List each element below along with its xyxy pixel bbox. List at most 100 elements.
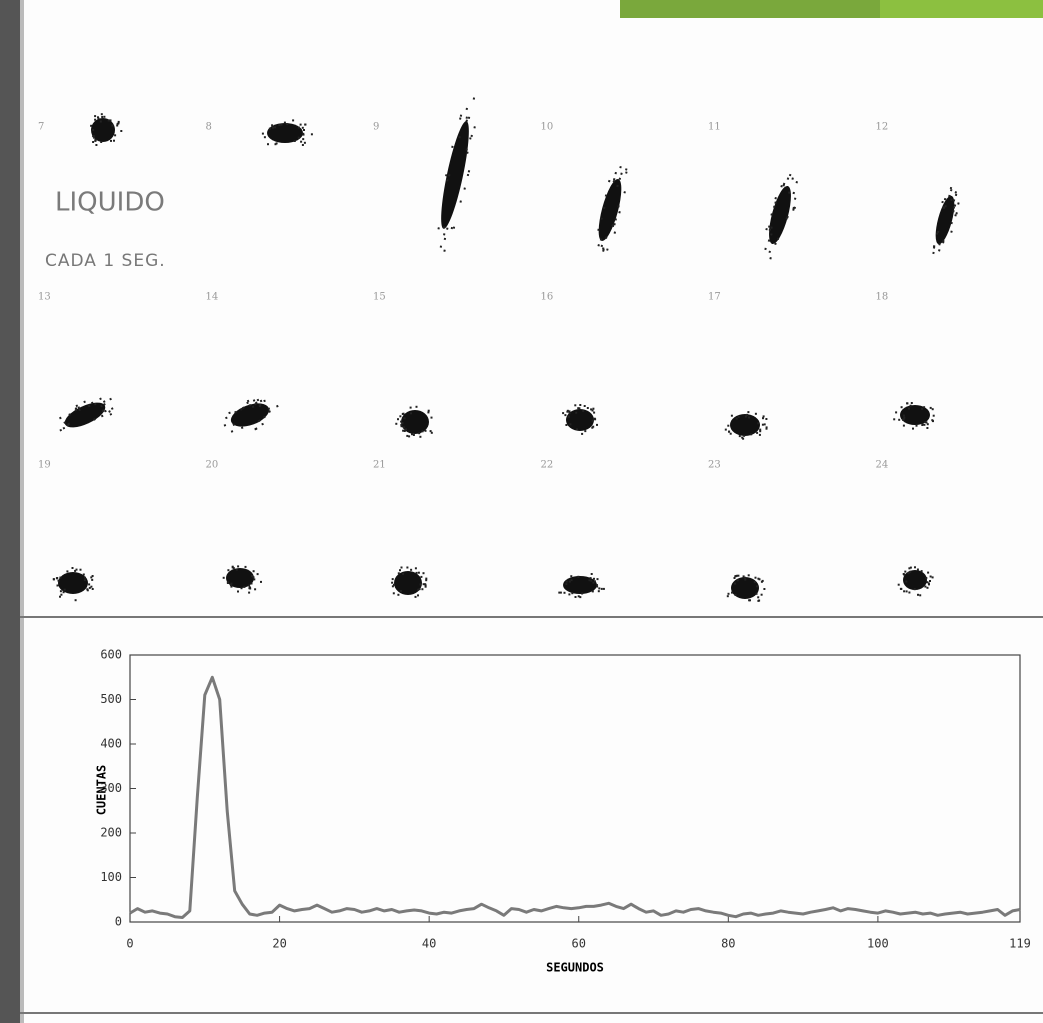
frame-label: 16 xyxy=(541,292,554,303)
scan-speck xyxy=(468,117,470,119)
frame-label: 7 xyxy=(38,122,44,133)
scan-speck xyxy=(100,141,102,143)
scan-speck xyxy=(405,428,407,430)
scan-speck xyxy=(399,415,401,417)
background xyxy=(0,0,1043,1023)
scan-speck xyxy=(747,411,749,413)
scan-speck xyxy=(731,415,733,417)
scan-speck xyxy=(292,119,294,121)
frame-label: 12 xyxy=(876,122,889,133)
scan-speck xyxy=(466,119,468,121)
scan-speck xyxy=(304,124,306,126)
scan-speck xyxy=(311,133,313,135)
scan-speck xyxy=(458,136,460,138)
scan-speck xyxy=(304,142,306,144)
scan-speck xyxy=(926,422,928,424)
scan-speck xyxy=(302,138,304,140)
scan-speck xyxy=(254,588,256,590)
scan-speck xyxy=(731,592,733,594)
scan-speck xyxy=(431,432,433,434)
scan-speck xyxy=(118,121,120,123)
scan-speck xyxy=(443,249,445,251)
scan-speck xyxy=(110,140,112,142)
scan-speck xyxy=(581,433,583,435)
scan-speck xyxy=(750,433,752,435)
scan-speck xyxy=(420,576,422,578)
scan-speck xyxy=(741,437,743,439)
scan-speck xyxy=(757,596,759,598)
scan-speck xyxy=(241,587,243,589)
frame-label: 24 xyxy=(876,460,889,471)
scan-speck xyxy=(58,580,60,582)
scan-speck xyxy=(72,567,74,569)
scan-speck xyxy=(575,412,577,414)
scan-speck xyxy=(423,572,425,574)
scan-speck xyxy=(397,418,399,420)
scan-speck xyxy=(103,116,105,118)
scan-speck xyxy=(418,572,420,574)
scan-speck xyxy=(443,233,445,235)
scan-speck xyxy=(92,588,94,590)
scan-speck xyxy=(272,127,274,129)
scan-speck xyxy=(917,569,919,571)
scan-speck xyxy=(424,583,426,585)
scan-speck xyxy=(921,570,923,572)
scan-speck xyxy=(413,434,415,436)
scan-speck xyxy=(248,592,250,594)
scan-speck xyxy=(446,227,448,229)
y-tick-label: 200 xyxy=(100,826,122,840)
scan-speck xyxy=(84,577,86,579)
scan-speck xyxy=(393,592,395,594)
scan-speck xyxy=(592,410,594,412)
scan-speck xyxy=(766,426,768,428)
scan-speck xyxy=(738,416,740,418)
scan-speck xyxy=(467,174,469,176)
scan-speck xyxy=(443,226,445,228)
scan-speck xyxy=(267,143,269,145)
scan-speck xyxy=(253,578,255,580)
scan-speck xyxy=(416,406,418,408)
heading: LIQUIDO xyxy=(55,188,165,218)
y-tick-label: 500 xyxy=(100,692,122,706)
scan-blob xyxy=(394,571,422,595)
scan-speck xyxy=(98,118,100,120)
scan-speck xyxy=(755,577,757,579)
scan-speck xyxy=(410,412,412,414)
scan-speck xyxy=(584,430,586,432)
scan-speck xyxy=(284,122,286,124)
scan-speck xyxy=(410,569,412,571)
scan-speck xyxy=(592,420,594,422)
scan-speck xyxy=(930,407,932,409)
scan-speck xyxy=(469,137,471,139)
frame-label: 9 xyxy=(373,122,379,133)
scan-speck xyxy=(568,593,570,595)
scan-speck xyxy=(80,569,82,571)
scan-speck xyxy=(931,419,933,421)
frame-label: 14 xyxy=(206,292,219,303)
scan-speck xyxy=(90,125,92,127)
scan-speck xyxy=(236,569,238,571)
scan-speck xyxy=(757,600,759,602)
scan-speck xyxy=(88,583,90,585)
y-tick-label: 0 xyxy=(115,915,122,929)
scan-speck xyxy=(763,588,765,590)
scan-speck xyxy=(570,575,572,577)
scan-speck xyxy=(755,413,757,415)
scan-speck xyxy=(408,435,410,437)
scan-speck xyxy=(584,405,586,407)
scan-speck xyxy=(223,577,225,579)
scan-speck xyxy=(727,595,729,597)
scan-speck xyxy=(232,566,234,568)
scan-speck xyxy=(932,576,934,578)
scan-speck xyxy=(402,573,404,575)
scan-speck xyxy=(914,588,916,590)
scan-speck xyxy=(243,586,245,588)
scan-speck xyxy=(245,566,247,568)
scan-speck xyxy=(89,587,91,589)
scan-speck xyxy=(395,423,397,425)
scan-speck xyxy=(294,140,296,142)
scan-speck xyxy=(763,415,765,417)
scan-speck xyxy=(63,591,65,593)
scan-speck xyxy=(114,134,116,136)
scan-speck xyxy=(411,433,413,435)
